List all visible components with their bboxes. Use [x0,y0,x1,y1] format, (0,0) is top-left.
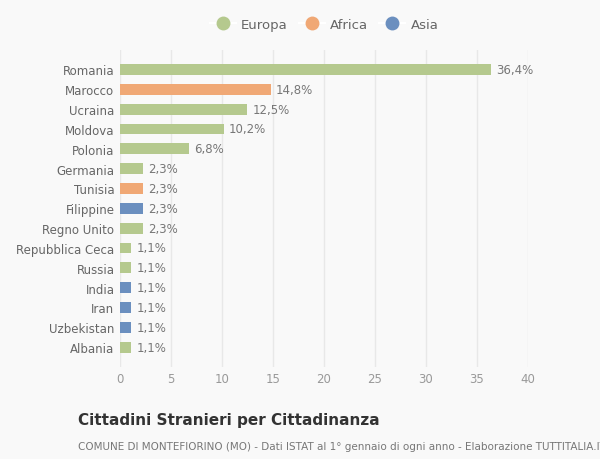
Text: 1,1%: 1,1% [136,262,166,274]
Bar [120,223,143,234]
Text: 2,3%: 2,3% [149,183,178,196]
Text: 6,8%: 6,8% [194,143,224,156]
Text: 1,1%: 1,1% [136,242,166,255]
Text: 1,1%: 1,1% [136,281,166,295]
Text: 10,2%: 10,2% [229,123,266,136]
Bar [120,184,143,195]
Bar [120,342,131,353]
Bar [120,283,131,293]
Bar [120,124,224,135]
Bar [120,164,143,175]
Text: 1,1%: 1,1% [136,321,166,334]
Bar [120,243,131,254]
Text: 36,4%: 36,4% [496,64,533,77]
Bar [120,322,131,333]
Text: 2,3%: 2,3% [149,222,178,235]
Text: 2,3%: 2,3% [149,202,178,215]
Text: 1,1%: 1,1% [136,341,166,354]
Bar [120,65,491,76]
Bar [120,144,190,155]
Bar [120,263,131,274]
Text: 1,1%: 1,1% [136,301,166,314]
Bar [120,203,143,214]
Bar [120,302,131,313]
Text: 2,3%: 2,3% [149,163,178,176]
Bar [120,105,247,115]
Legend: Europa, Africa, Asia: Europa, Africa, Asia [209,19,439,32]
Text: Cittadini Stranieri per Cittadinanza: Cittadini Stranieri per Cittadinanza [78,413,380,428]
Text: COMUNE DI MONTEFIORINO (MO) - Dati ISTAT al 1° gennaio di ogni anno - Elaborazio: COMUNE DI MONTEFIORINO (MO) - Dati ISTAT… [78,441,600,451]
Bar [120,84,271,95]
Text: 12,5%: 12,5% [253,103,290,117]
Text: 14,8%: 14,8% [276,84,313,96]
